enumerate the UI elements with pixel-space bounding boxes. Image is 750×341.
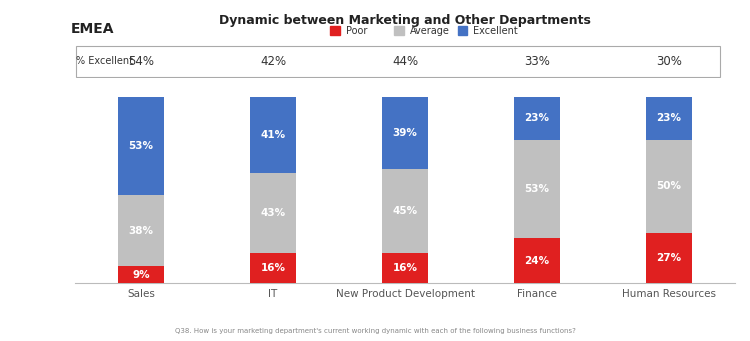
Text: 53%: 53% — [524, 184, 550, 194]
Text: 42%: 42% — [260, 55, 286, 68]
Bar — [646, 233, 692, 283]
Text: Poor: Poor — [346, 26, 368, 36]
Bar — [118, 266, 164, 283]
Text: Average: Average — [410, 26, 449, 36]
Bar — [382, 169, 428, 253]
Bar — [514, 238, 560, 283]
Text: % Excellent: % Excellent — [76, 56, 134, 66]
Text: 39%: 39% — [392, 128, 418, 138]
Text: 38%: 38% — [128, 226, 154, 236]
Text: 16%: 16% — [260, 263, 286, 273]
Text: 27%: 27% — [656, 253, 682, 263]
Text: 53%: 53% — [128, 141, 154, 151]
Text: 44%: 44% — [392, 55, 418, 68]
Text: 33%: 33% — [524, 55, 550, 68]
Text: 9%: 9% — [132, 270, 150, 280]
Text: 24%: 24% — [524, 256, 550, 266]
Text: Excellent: Excellent — [473, 26, 518, 36]
Text: Dynamic between Marketing and Other Departments: Dynamic between Marketing and Other Depa… — [219, 14, 591, 27]
Text: 45%: 45% — [392, 206, 418, 216]
FancyBboxPatch shape — [76, 46, 721, 77]
Bar — [118, 97, 164, 195]
Bar — [382, 253, 428, 283]
Bar — [250, 97, 296, 173]
Text: EMEA: EMEA — [71, 22, 115, 36]
Text: Q38. How is your marketing department's current working dynamic with each of the: Q38. How is your marketing department's … — [175, 328, 575, 334]
Bar — [514, 139, 560, 238]
Text: 41%: 41% — [260, 130, 286, 140]
Bar — [118, 195, 164, 266]
Text: 23%: 23% — [524, 113, 550, 123]
Text: 43%: 43% — [260, 208, 286, 218]
Bar — [250, 253, 296, 283]
Bar — [514, 97, 560, 139]
Text: 54%: 54% — [128, 55, 154, 68]
Text: 16%: 16% — [392, 263, 418, 273]
Text: 30%: 30% — [656, 55, 682, 68]
Text: 50%: 50% — [656, 181, 682, 191]
Text: 23%: 23% — [656, 113, 682, 123]
Bar — [646, 139, 692, 233]
Bar — [382, 97, 428, 169]
Bar — [646, 97, 692, 139]
Bar — [250, 173, 296, 253]
